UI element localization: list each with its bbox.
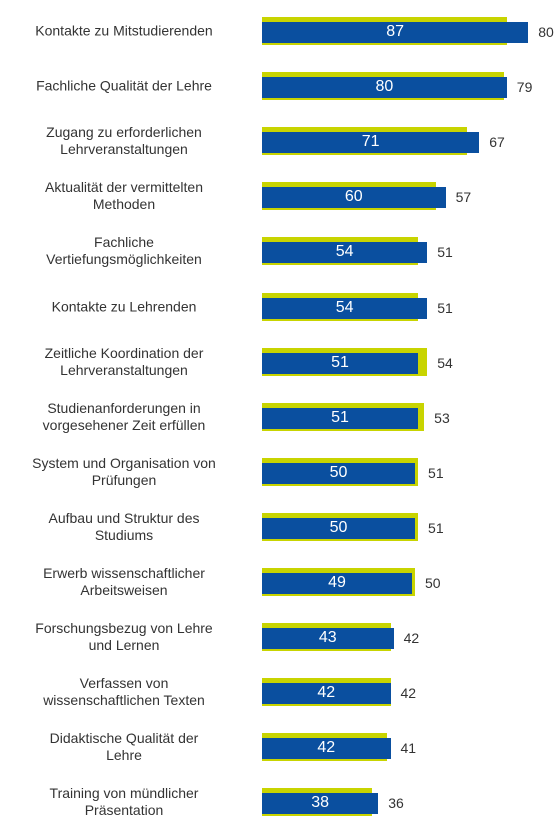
category-label: Studienanforderungen in vorgesehener Zei… [42,399,206,433]
value-label: 51 [437,299,453,316]
category-label: Erwerb wissenschaftlicher Arbeitsweisen [43,565,205,598]
bar-foreground [262,738,391,760]
bar-foreground [262,132,480,154]
category-label: Zugang zu erforderlichen Lehrveranstaltu… [46,124,202,158]
value-label: 36 [388,795,404,812]
value-label: 60 [344,188,363,206]
category-label: Zeitliche Koordination der Lehrveranstal… [44,344,204,378]
bar-foreground [262,297,428,319]
value-label: 51 [331,353,349,371]
bar-foreground [262,683,391,705]
value-label: 50 [329,463,348,481]
value-label: 38 [311,794,330,812]
value-label: 51 [428,464,444,481]
category-label: Verfassen von wissenschaftlichen Texten [43,675,205,709]
value-label: 41 [400,740,417,757]
value-label: 51 [428,519,444,536]
value-label: 51 [437,244,453,261]
value-label: 50 [329,518,348,536]
value-label: 79 [516,79,533,96]
bar-foreground [262,242,428,264]
value-label: 53 [434,409,450,426]
category-label: Kontakte zu Lehrenden [51,298,197,314]
bar-foreground [262,573,412,594]
category-label: Kontakte zu Mitstudierenden [35,22,213,39]
bar-foreground [262,352,419,374]
value-label: 42 [317,684,336,702]
bar-foreground [262,77,507,99]
category-label: System und Organisation von Prüfungen [32,454,216,488]
value-label: 67 [489,134,505,151]
value-label: 51 [331,408,349,426]
value-label: 54 [437,354,453,371]
bar-foreground [262,517,415,539]
value-label: 42 [403,630,420,647]
bar-foreground [262,793,379,815]
bar-foreground [262,407,419,429]
value-label: 71 [361,133,380,151]
value-label: 87 [386,23,405,40]
value-label: 49 [328,574,346,591]
category-label: Aktualität der vermittelten Methoden [45,179,203,213]
value-label: 50 [425,575,441,591]
value-label: 80 [538,24,554,40]
value-label: 80 [375,78,394,96]
bar-foreground [262,187,446,209]
category-label: Fachliche Qualität der Lehre [36,77,212,94]
value-label: 42 [317,739,336,757]
value-label: 42 [400,685,417,702]
category-label: Aufbau und Struktur des Studiums [48,509,200,543]
bar-foreground [262,462,415,484]
bar-foreground [262,628,394,650]
bar-foreground [262,22,529,43]
category-label: Training von mündlicher Präsentation [49,785,199,819]
value-label: 54 [335,243,354,261]
value-label: 57 [455,189,472,206]
category-label: Fachliche Vertiefungsmöglichkeiten [46,234,202,268]
value-label: 54 [335,298,354,316]
category-label: Didaktische Qualität der Lehre [49,730,199,764]
value-label: 43 [318,629,337,647]
category-label: Forschungsbezug von Lehre und Lernen [35,620,213,654]
